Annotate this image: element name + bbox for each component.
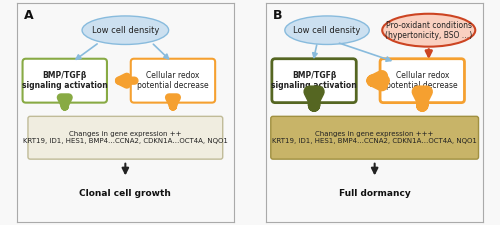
Text: Changes in gene expression +++
KRT19, ID1, HES1, BMP4…CCNA2, CDKN1A…OCT4A, NQO1: Changes in gene expression +++ KRT19, ID… xyxy=(272,131,477,144)
Text: BMP/TGFβ
signaling activation: BMP/TGFβ signaling activation xyxy=(22,71,107,90)
Text: Cellular redox
potential decrease: Cellular redox potential decrease xyxy=(386,71,458,90)
Ellipse shape xyxy=(382,14,476,47)
Text: B: B xyxy=(273,9,282,22)
FancyBboxPatch shape xyxy=(22,59,107,103)
FancyBboxPatch shape xyxy=(271,116,478,159)
Text: BMP/TGFβ
signaling activation: BMP/TGFβ signaling activation xyxy=(271,71,357,90)
Text: Changes in gene expression ++
KRT19, ID1, HES1, BMP4…CCNA2, CDKN1A…OCT4A, NQO1: Changes in gene expression ++ KRT19, ID1… xyxy=(23,131,228,144)
FancyBboxPatch shape xyxy=(131,59,215,103)
Text: Clonal cell growth: Clonal cell growth xyxy=(80,189,172,198)
Text: Low cell density: Low cell density xyxy=(294,26,360,35)
Text: Pro-oxidant conditions
(hypertonicity, BSO …): Pro-oxidant conditions (hypertonicity, B… xyxy=(385,20,472,40)
Ellipse shape xyxy=(82,16,168,45)
Text: Low cell density: Low cell density xyxy=(92,26,159,35)
FancyBboxPatch shape xyxy=(28,116,222,159)
Text: A: A xyxy=(24,9,34,22)
Text: Full dormancy: Full dormancy xyxy=(339,189,410,198)
Ellipse shape xyxy=(285,16,369,45)
FancyBboxPatch shape xyxy=(380,59,464,103)
FancyBboxPatch shape xyxy=(272,59,356,103)
Text: Cellular redox
potential decrease: Cellular redox potential decrease xyxy=(137,71,209,90)
